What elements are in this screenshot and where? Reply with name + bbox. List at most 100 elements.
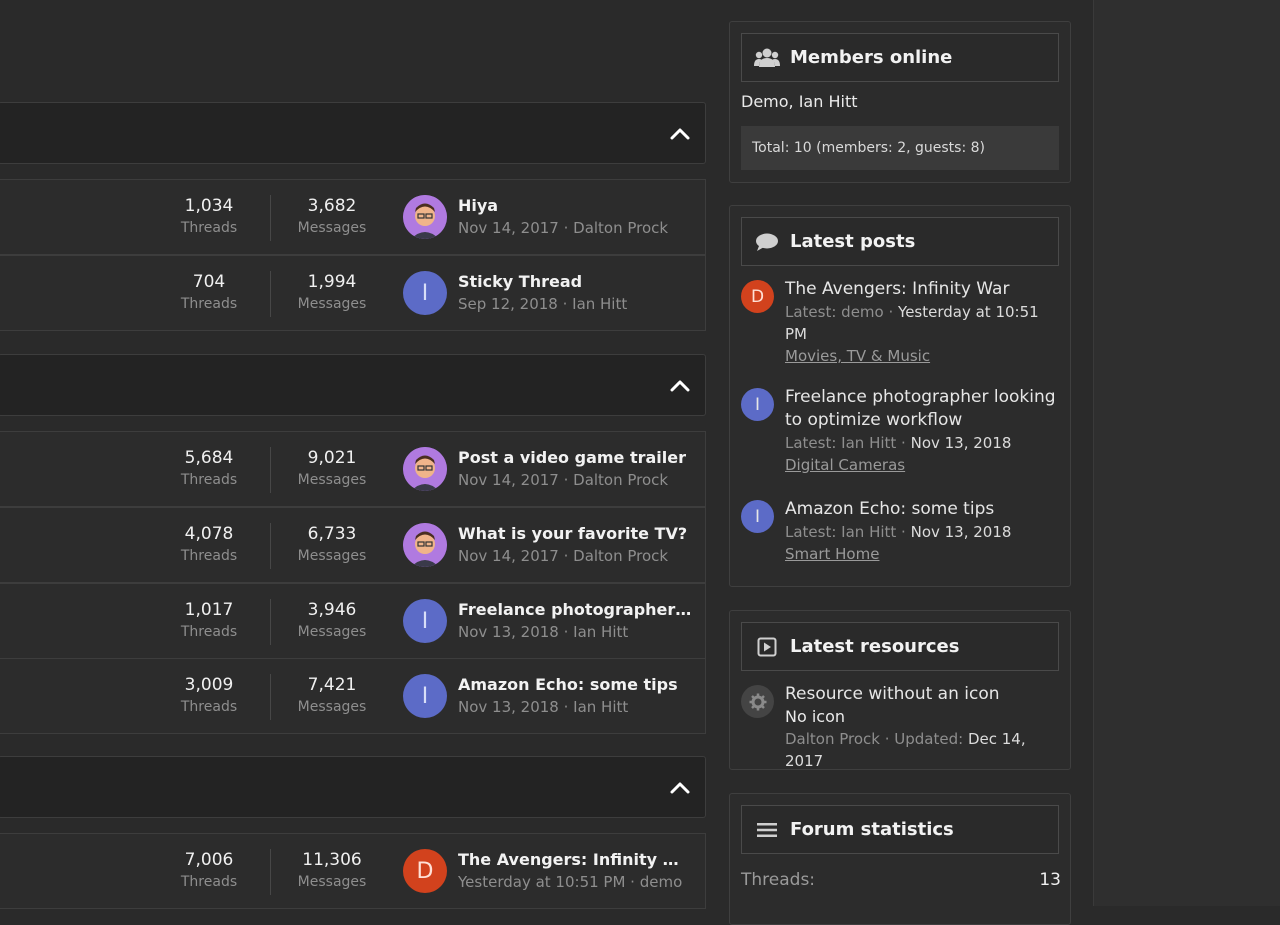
messages-label: Messages <box>297 699 367 715</box>
page-gutter <box>1093 0 1280 906</box>
avatar[interactable] <box>403 447 447 491</box>
last-post-title-link[interactable]: Sticky Thread <box>458 272 583 291</box>
latest-post-forum-link[interactable]: Smart Home <box>785 545 880 563</box>
messages-count: 6,733 <box>307 524 357 544</box>
block-header: Latest resources <box>741 622 1059 671</box>
threads-label: Threads <box>180 624 238 640</box>
last-post-meta: Nov 13, 2018 · Ian Hitt <box>458 623 629 641</box>
last-post-title-link[interactable]: Hiya <box>458 196 499 215</box>
threads-label: Threads <box>180 699 238 715</box>
avatar-letter: I <box>754 506 760 527</box>
messages-stat: 11,306 Messages <box>282 849 382 893</box>
messages-stat: 7,421 Messages <box>282 674 382 718</box>
resource-tagline: No icon <box>785 707 846 726</box>
messages-label: Messages <box>297 874 367 890</box>
last-post-title-link[interactable]: What is your favorite TV? <box>458 524 688 543</box>
messages-stat: 6,733 Messages <box>282 523 382 567</box>
avatar[interactable] <box>403 195 447 239</box>
threads-count: 5,684 <box>184 448 234 468</box>
online-total: Total: 10 (members: 2, guests: 8) <box>741 126 1059 170</box>
last-post-title-link[interactable]: Freelance photographer lo... <box>458 600 694 619</box>
threads-count: 3,009 <box>184 675 234 695</box>
person-avatar-icon <box>403 523 447 567</box>
resource-title-link[interactable]: Resource without an icon <box>785 684 1000 704</box>
chevron-up-icon[interactable] <box>669 777 691 799</box>
messages-count: 1,994 <box>307 272 357 292</box>
category-header[interactable] <box>0 102 706 164</box>
avatar[interactable]: D <box>403 849 447 893</box>
avatar-letter: D <box>750 286 765 307</box>
threads-count: 4,078 <box>184 524 234 544</box>
latest-post-date[interactable]: Nov 13, 2018 <box>910 434 1012 452</box>
messages-count: 9,021 <box>307 448 357 468</box>
forum-node-row[interactable]: 704 Threads 1,994 Messages I Sticky Thread… <box>0 255 706 331</box>
messages-label: Messages <box>297 220 367 236</box>
block-header: Latest posts <box>741 217 1059 266</box>
latest-post-author[interactable]: Latest: Ian Hitt · <box>785 434 911 452</box>
forum-node-row[interactable]: 1,017 Threads 3,946 Messages I Freelance p… <box>0 583 706 659</box>
person-avatar-icon <box>403 447 447 491</box>
latest-post-meta-cont: PM <box>785 323 1061 345</box>
stat-divider <box>270 849 271 895</box>
latest-post-title-link[interactable]: Amazon Echo: some tips <box>785 499 995 519</box>
threads-stat: 7,006 Threads <box>159 849 259 893</box>
stat-divider <box>270 523 271 569</box>
last-post: Amazon Echo: some tips Nov 13, 2018 · Ia… <box>458 674 694 718</box>
forum-node-row[interactable]: 5,684 Threads 9,021 Messages Post a video … <box>0 431 706 507</box>
category-header[interactable] <box>0 354 706 416</box>
latest-resources-block: Latest resources Resource without an ico… <box>729 610 1071 770</box>
forum-node-row[interactable]: 4,078 Threads 6,733 Messages What is your … <box>0 507 706 583</box>
avatar[interactable]: I <box>403 599 447 643</box>
last-post-meta: Nov 14, 2017 · Dalton Prock <box>458 547 669 565</box>
threads-count: 1,017 <box>184 600 234 620</box>
latest-post-title-link-cont[interactable]: to optimize workflow <box>785 410 963 430</box>
messages-stat: 3,946 Messages <box>282 599 382 643</box>
category-header[interactable] <box>0 756 706 818</box>
latest-post-date-cont: PM <box>785 325 807 343</box>
stat-divider <box>270 195 271 241</box>
last-post-meta: Yesterday at 10:51 PM · demo <box>458 873 683 891</box>
block-header: Members online <box>741 33 1059 82</box>
chevron-up-icon[interactable] <box>669 123 691 145</box>
last-post: The Avengers: Infinity War Yesterday at … <box>458 849 694 893</box>
members-online-block: Members online Demo, Ian Hitt Total: 10 … <box>729 21 1071 183</box>
stat-divider <box>270 271 271 317</box>
last-post-title-link[interactable]: Amazon Echo: some tips <box>458 675 678 694</box>
messages-stat: 9,021 Messages <box>282 447 382 491</box>
avatar[interactable]: I <box>403 674 447 718</box>
latest-post-date[interactable]: Nov 13, 2018 <box>910 523 1012 541</box>
block-title[interactable]: Members online <box>790 47 953 68</box>
latest-post-forum-link[interactable]: Digital Cameras <box>785 456 906 474</box>
last-post: Hiya Nov 14, 2017 · Dalton Prock <box>458 195 694 239</box>
latest-post-title-link[interactable]: The Avengers: Infinity War <box>785 279 1010 299</box>
avatar[interactable]: I <box>741 388 774 421</box>
latest-post-date[interactable]: Yesterday at 10:51 <box>898 303 1039 321</box>
avatar[interactable]: I <box>741 500 774 533</box>
latest-post-title-link[interactable]: Freelance photographer looking <box>785 387 1056 407</box>
threads-count: 1,034 <box>184 196 234 216</box>
latest-post-author[interactable]: Latest: Ian Hitt · <box>785 523 911 541</box>
avatar[interactable]: I <box>403 271 447 315</box>
latest-post-forum-link[interactable]: Movies, TV & Music <box>785 347 931 365</box>
forum-node-row[interactable]: 3,009 Threads 7,421 Messages I Amazon Echo… <box>0 658 706 734</box>
messages-stat: 1,994 Messages <box>282 271 382 315</box>
forum-node-row[interactable]: 7,006 Threads 11,306 Messages D The Avenge… <box>0 833 706 909</box>
messages-label: Messages <box>297 624 367 640</box>
messages-label: Messages <box>297 548 367 564</box>
avatar[interactable] <box>403 523 447 567</box>
chevron-up-icon[interactable] <box>669 375 691 397</box>
last-post-meta: Sep 12, 2018 · Ian Hitt <box>458 295 628 313</box>
stat-row: Threads: 13 <box>741 870 1061 890</box>
forum-node-row[interactable]: 1,034 Threads 3,682 Messages Hiya Nov 14, … <box>0 179 706 255</box>
resource-author[interactable]: Dalton Prock · Updated: <box>785 730 968 748</box>
threads-count: 704 <box>192 272 226 292</box>
latest-post-author[interactable]: Latest: demo · <box>785 303 899 321</box>
last-post-title-link[interactable]: The Avengers: Infinity War <box>458 850 694 869</box>
stat-label: Threads: <box>741 870 816 890</box>
avatar-letter: I <box>421 683 429 709</box>
threads-stat: 5,684 Threads <box>159 447 259 491</box>
online-member-list[interactable]: Demo, Ian Hitt <box>741 92 858 111</box>
avatar[interactable]: D <box>741 280 774 313</box>
last-post-title-link[interactable]: Post a video game trailer <box>458 448 686 467</box>
block-title[interactable]: Latest resources <box>790 636 960 657</box>
